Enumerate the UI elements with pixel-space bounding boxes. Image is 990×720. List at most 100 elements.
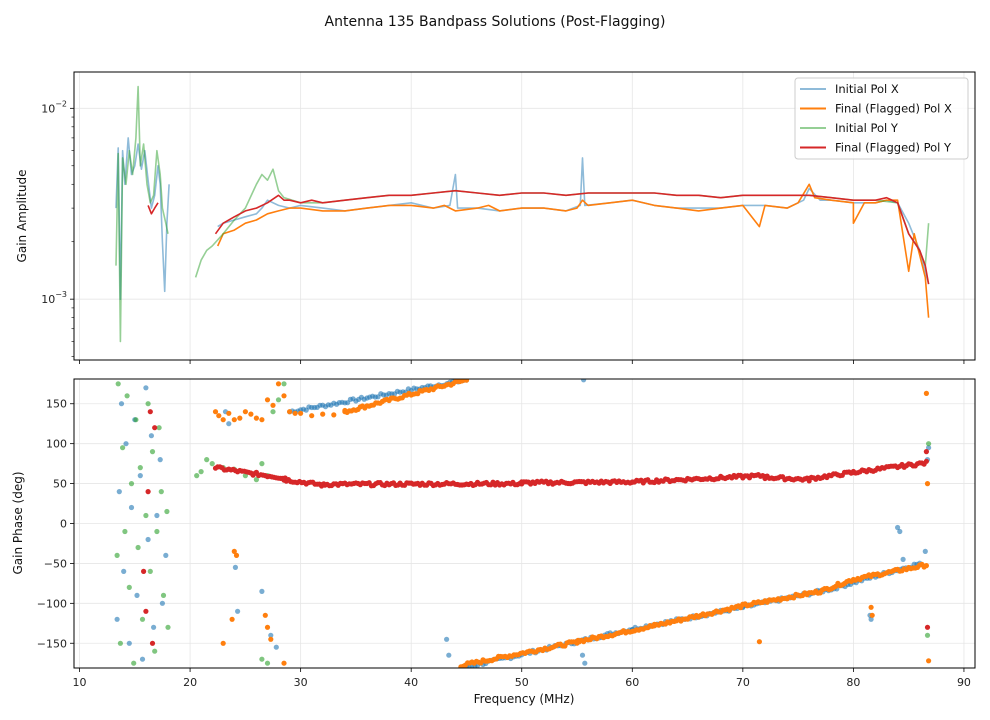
legend-label-final-x: Final (Flagged) Pol X: [835, 102, 952, 116]
phase-point: [139, 616, 146, 622]
phase-point: [237, 415, 243, 421]
phase-point: [163, 552, 169, 559]
phase-point: [143, 385, 149, 391]
phase-point: [868, 604, 874, 610]
phase-point: [229, 616, 235, 622]
phase-point: [923, 563, 930, 569]
legend-box: [794, 77, 969, 160]
phase-point: [128, 481, 135, 487]
phase-point: [235, 608, 241, 614]
phase-point: [331, 412, 337, 418]
amplitude-ticks: 10−2 10−3: [41, 99, 965, 364]
phase-point: [264, 624, 271, 630]
phase-point: [309, 413, 315, 419]
phase-point: [287, 409, 293, 415]
phase-point: [137, 465, 143, 471]
phase-point: [156, 425, 162, 431]
amplitude-line-initial-y: [194, 168, 930, 278]
phase-point: [281, 393, 287, 399]
phase-point: [231, 548, 237, 555]
phase-x-tick-label: 90: [957, 676, 971, 689]
phase-point: [253, 477, 259, 483]
phase-series: [114, 379, 932, 668]
phase-y-tick-label: 0: [60, 518, 67, 531]
phase-point: [226, 421, 232, 427]
amplitude-line-final-y: [214, 189, 930, 285]
figure-title: Antenna 135 Bandpass Solutions (Post-Fla…: [325, 14, 666, 30]
phase-point: [924, 632, 931, 638]
phase-point: [209, 461, 215, 467]
phase-point: [270, 409, 276, 415]
phase-point: [145, 401, 151, 407]
phase-y-tick-label: −50: [44, 557, 67, 570]
phase-point: [869, 612, 875, 618]
phase-point: [145, 536, 151, 543]
legend-label-final-y: Final (Flagged) Pol Y: [835, 141, 952, 155]
phase-point: [133, 417, 139, 423]
phase-point: [233, 552, 240, 559]
phase-point: [135, 544, 141, 551]
phase-point: [143, 608, 149, 614]
phase-point: [216, 413, 222, 419]
phase-y-tick-label: −150: [37, 637, 67, 650]
phase-point: [126, 640, 132, 646]
phase-ticks: 10 20 30 40 50 60 70 80 90 150 100 50 0 −50 −100 −150: [37, 398, 971, 689]
amplitude-series: [115, 85, 930, 343]
phase-point: [231, 417, 237, 423]
phase-point: [157, 457, 163, 463]
phase-gridlines: [74, 379, 975, 668]
phase-point: [242, 409, 248, 415]
phase-point: [259, 461, 265, 467]
phase-point: [152, 648, 158, 654]
phase-point: [137, 473, 143, 479]
phase-point: [268, 636, 274, 642]
amplitude-panel: 10−2 10−3 Gain Amplitude Initial Pol X Fin…: [15, 71, 976, 364]
phase-point: [220, 640, 226, 646]
phase-point: [463, 379, 470, 383]
phase-point: [151, 624, 157, 630]
phase-point: [923, 390, 930, 396]
phase-point: [147, 409, 153, 415]
phase-point: [152, 425, 158, 431]
phase-point: [897, 528, 903, 535]
phase-point: [143, 512, 149, 519]
phase-y-tick-label: −100: [37, 597, 67, 610]
amplitude-line-initial-x: [217, 157, 930, 285]
phase-x-tick-label: 20: [183, 676, 197, 689]
amplitude-axes-frame: [73, 71, 976, 361]
phase-point: [262, 612, 268, 618]
phase-point: [194, 473, 200, 479]
phase-point: [220, 417, 226, 423]
phase-point: [120, 445, 126, 451]
phase-point: [122, 528, 128, 535]
phase-points-initial-y: [114, 381, 932, 666]
amplitude-y-axis-label: Gain Amplitude: [15, 170, 29, 263]
phase-point: [292, 410, 298, 416]
phase-point: [268, 632, 274, 638]
phase-point: [134, 592, 140, 599]
phase-point: [275, 381, 282, 387]
phase-point: [926, 445, 932, 451]
phase-point: [159, 600, 165, 606]
phase-point: [128, 504, 135, 511]
phase-panel: 10 20 30 40 50 60 70 80 90 150 100 50 0 −50 −100 −150 G…: [11, 378, 976, 706]
phase-point: [117, 640, 123, 646]
phase-x-tick-label: 30: [294, 676, 308, 689]
phase-point: [895, 524, 901, 531]
legend-label-initial-y: Initial Pol Y: [835, 121, 899, 135]
amplitude-line-initial-x: [115, 137, 170, 300]
phase-point: [924, 481, 931, 487]
phase-point: [114, 552, 120, 559]
phase-x-tick-label: 50: [515, 676, 529, 689]
phase-point: [926, 441, 932, 447]
phase-point: [259, 588, 265, 595]
phase-point: [923, 449, 930, 455]
phase-points-final-x: [212, 379, 932, 668]
phase-point: [253, 415, 259, 421]
phase-point: [154, 528, 160, 535]
phase-point: [123, 441, 129, 447]
phase-point: [259, 656, 265, 662]
phase-points-final-y: [141, 409, 931, 646]
phase-y-tick-label: 50: [53, 478, 67, 491]
phase-point: [232, 564, 238, 571]
